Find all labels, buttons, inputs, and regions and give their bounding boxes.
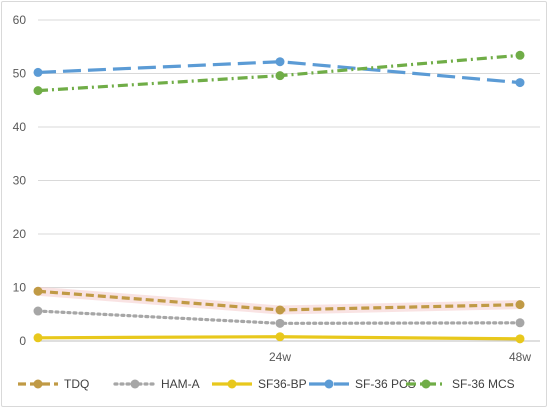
series-sf-36-pcs xyxy=(33,57,525,88)
x-axis-ticks: 24w 48w xyxy=(269,350,531,364)
legend-marker xyxy=(421,379,431,389)
data-point xyxy=(33,286,43,296)
data-point xyxy=(33,306,43,316)
y-tick-label: 60 xyxy=(13,13,27,27)
y-tick-label: 50 xyxy=(13,67,27,81)
legend-marker xyxy=(130,379,140,389)
data-point xyxy=(33,86,43,96)
series-tdq xyxy=(33,286,525,315)
legend-item: SF36-BP xyxy=(212,377,307,391)
y-axis-ticks: 0 10 20 30 40 50 60 xyxy=(13,13,27,348)
data-point xyxy=(515,300,525,310)
legend-label: TDQ xyxy=(64,377,89,391)
legend-marker xyxy=(33,379,43,389)
legend: TDQ HAM-A SF36-BP SF-36 PCS SF-36 MCS xyxy=(18,377,515,391)
series-lines xyxy=(33,50,525,344)
data-point xyxy=(33,333,43,343)
legend-item: TDQ xyxy=(18,377,89,391)
legend-item: SF-36 PCS xyxy=(309,377,416,391)
y-tick-label: 20 xyxy=(13,227,27,241)
gridlines xyxy=(38,19,540,342)
y-tick-label: 0 xyxy=(19,334,26,348)
legend-marker xyxy=(324,379,334,389)
data-point xyxy=(275,318,285,328)
data-point xyxy=(275,71,285,81)
data-point xyxy=(33,67,43,77)
y-tick-label: 40 xyxy=(13,120,27,134)
data-point xyxy=(515,50,525,60)
legend-label: SF36-BP xyxy=(258,377,307,391)
x-tick-label: 24w xyxy=(269,350,291,364)
legend-item: SF-36 MCS xyxy=(406,377,515,391)
legend-marker xyxy=(227,379,237,389)
legend-item: HAM-A xyxy=(113,377,200,391)
series-ham-a xyxy=(33,306,525,328)
series-sf-36-mcs xyxy=(33,50,525,96)
data-point xyxy=(515,318,525,328)
series-sf36-bp xyxy=(33,332,525,344)
data-point xyxy=(515,334,525,344)
legend-label: HAM-A xyxy=(161,377,200,391)
legend-label: SF-36 MCS xyxy=(452,377,515,391)
y-tick-label: 10 xyxy=(13,281,27,295)
data-point xyxy=(275,332,285,342)
legend-label: SF-36 PCS xyxy=(355,377,416,391)
data-point xyxy=(275,305,285,315)
data-point xyxy=(515,78,525,88)
x-tick-label: 48w xyxy=(509,350,531,364)
data-point xyxy=(275,57,285,67)
y-tick-label: 30 xyxy=(13,174,27,188)
